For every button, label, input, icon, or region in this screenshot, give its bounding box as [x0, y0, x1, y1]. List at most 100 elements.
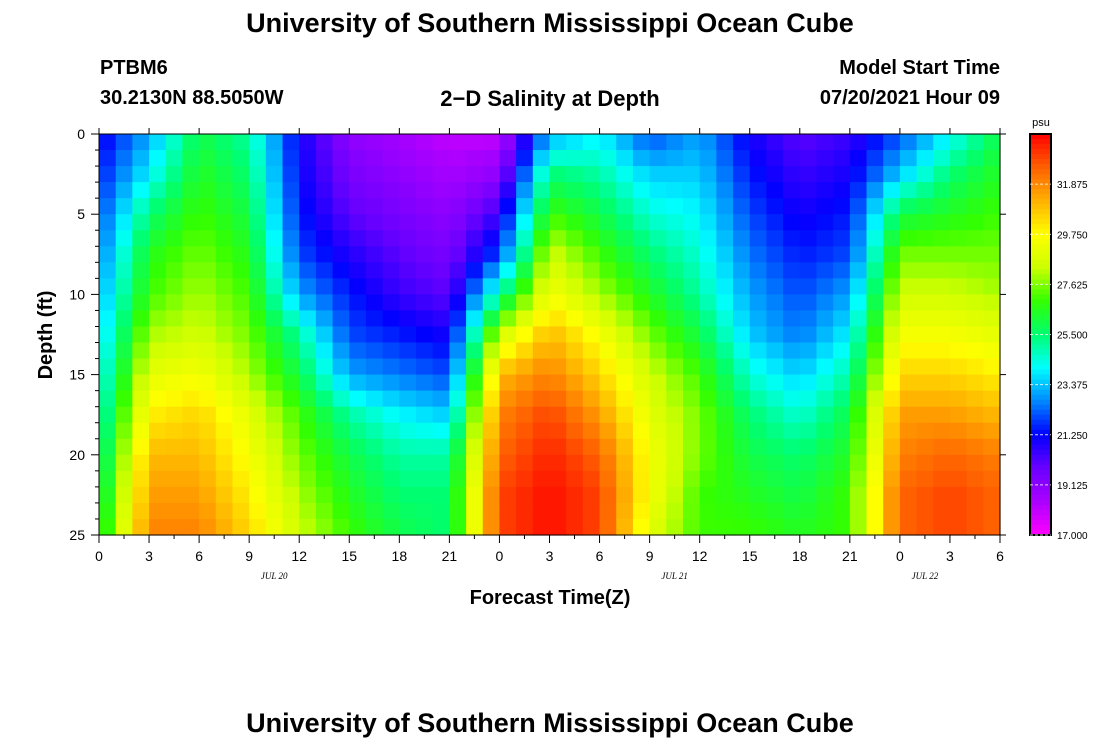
heatmap-cell — [182, 470, 200, 488]
heatmap-cell — [833, 278, 851, 295]
heatmap-cell — [432, 182, 450, 199]
heatmap-cell — [899, 150, 918, 167]
heatmap-cell — [382, 246, 400, 263]
heatmap-cell — [566, 326, 584, 344]
heatmap-cell — [566, 486, 584, 504]
heatmap-cell — [899, 182, 918, 199]
x-tick-label: 15 — [341, 548, 357, 564]
heatmap-cell — [215, 150, 234, 167]
heatmap-cell — [783, 278, 801, 295]
heatmap-cell — [933, 502, 951, 520]
heatmap-cell — [883, 374, 901, 392]
heatmap-cell — [349, 342, 367, 360]
heatmap-cell — [866, 134, 884, 151]
heatmap-cell — [349, 294, 367, 312]
heatmap-cell — [899, 454, 918, 472]
heatmap-cell — [649, 438, 667, 456]
colorbar-segment — [1030, 379, 1051, 386]
heatmap-cell — [265, 310, 284, 328]
heatmap-cell — [165, 198, 184, 215]
heatmap-cell — [399, 422, 417, 440]
y-axis-label: Depth (ft) — [35, 291, 57, 380]
heatmap-cell — [232, 262, 250, 279]
heatmap-cell — [132, 358, 150, 376]
heatmap-cell — [899, 502, 918, 520]
heatmap-cell — [449, 422, 467, 440]
heatmap-cell — [399, 406, 417, 424]
heatmap-cell — [132, 454, 150, 472]
heatmap-cell — [132, 134, 150, 151]
heatmap-cell — [949, 134, 968, 151]
heatmap-cell — [816, 166, 834, 183]
heatmap-cell — [249, 374, 267, 392]
colorbar-segment — [1030, 429, 1051, 436]
heatmap-cell — [966, 342, 984, 360]
heatmap-cell — [699, 390, 717, 408]
heatmap-cell — [549, 390, 567, 408]
heatmap-cell — [582, 358, 601, 376]
heatmap-cell — [599, 406, 617, 424]
heatmap-cell — [933, 518, 951, 536]
heatmap-cell — [666, 198, 684, 215]
heatmap-cell — [983, 198, 1001, 215]
heatmap-cell — [315, 198, 334, 215]
heatmap-cell — [282, 422, 300, 440]
station-id: PTBM6 — [100, 57, 168, 79]
heatmap-cell — [933, 166, 951, 183]
heatmap-cell — [983, 134, 1001, 151]
heatmap-cell — [632, 374, 651, 392]
heatmap-cell — [599, 342, 617, 360]
heatmap-cell — [232, 150, 250, 167]
heatmap-cell — [766, 134, 784, 151]
heatmap-cell — [566, 230, 584, 247]
heatmap-cell — [566, 134, 584, 151]
heatmap-cell — [349, 262, 367, 279]
heatmap-cell — [499, 278, 517, 295]
heatmap-cell — [816, 342, 834, 360]
heatmap-cell — [682, 342, 701, 360]
x-tick-label: 6 — [996, 548, 1004, 564]
heatmap-cell — [482, 134, 501, 151]
heatmap-cell — [132, 198, 150, 215]
heatmap-cell — [249, 246, 267, 263]
heatmap-cell — [232, 358, 250, 376]
heatmap-cell — [899, 326, 918, 344]
heatmap-cell — [916, 182, 934, 199]
heatmap-cell — [432, 262, 450, 279]
heatmap-cell — [416, 294, 434, 312]
heatmap-cell — [249, 438, 267, 456]
heatmap-cell — [516, 342, 534, 360]
heatmap-cell — [466, 198, 484, 215]
heatmap-cell — [282, 326, 300, 344]
heatmap-cell — [499, 470, 517, 488]
heatmap-cell — [716, 422, 734, 440]
heatmap-cell — [566, 214, 584, 231]
heatmap-cell — [499, 406, 517, 424]
heatmap-cell — [265, 150, 284, 167]
heatmap-cell — [783, 454, 801, 472]
heatmap-cell — [866, 262, 884, 279]
heatmap-cell — [599, 294, 617, 312]
colorbar-segment — [1030, 154, 1051, 160]
heatmap-cell — [432, 294, 450, 312]
heatmap-cell — [99, 438, 117, 456]
heatmap-cell — [282, 374, 300, 392]
heatmap-cell — [649, 294, 667, 312]
heatmap-cell — [482, 518, 501, 536]
heatmap-cell — [532, 326, 551, 344]
heatmap-cell — [666, 262, 684, 279]
heatmap-cell — [883, 486, 901, 504]
x-tick-label: 3 — [145, 548, 153, 564]
heatmap-cell — [532, 406, 551, 424]
heatmap-cell — [666, 502, 684, 520]
heatmap-cell — [549, 486, 567, 504]
heatmap-cell — [616, 246, 634, 263]
colorbar-segment — [1030, 494, 1051, 501]
x-tick-label: 3 — [946, 548, 954, 564]
colorbar-segment — [1030, 214, 1051, 220]
heatmap-cell — [949, 150, 968, 167]
heatmap-cell — [549, 166, 567, 183]
heatmap-cell — [599, 182, 617, 199]
heatmap-cell — [632, 230, 651, 247]
heatmap-cell — [749, 198, 768, 215]
